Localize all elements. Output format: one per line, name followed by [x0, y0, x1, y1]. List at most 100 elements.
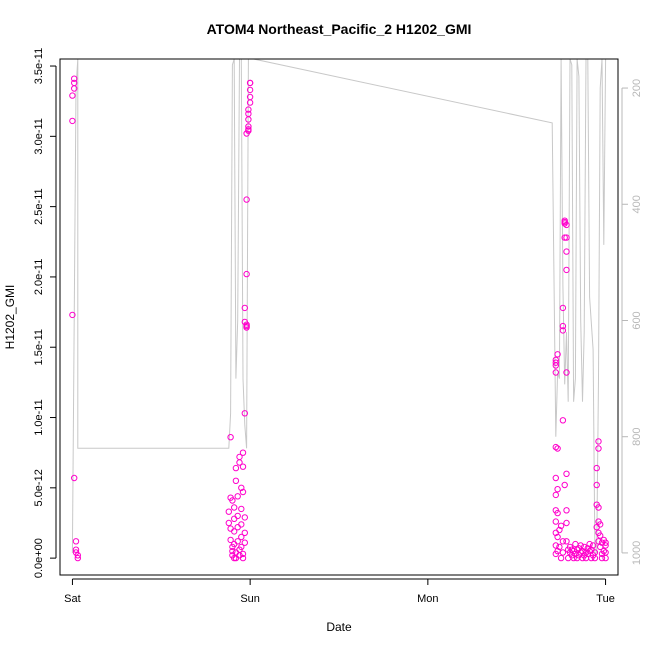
data-point: [71, 474, 78, 482]
data-point: [238, 521, 245, 528]
data-point: [591, 554, 599, 562]
data-point: [577, 542, 584, 549]
data-point: [589, 542, 597, 549]
data-point: [236, 459, 243, 466]
data-point: [234, 524, 241, 531]
y2-tick-label: 200: [631, 79, 643, 97]
data-point: [243, 321, 250, 328]
data-point: [69, 92, 76, 99]
data-point: [563, 266, 570, 274]
data-point: [74, 554, 82, 562]
data-point: [554, 445, 561, 452]
data-point: [552, 359, 559, 366]
data-point: [236, 552, 243, 559]
data-point: [554, 486, 561, 493]
y-tick-label: 2.5e-11: [33, 188, 45, 225]
data-point: [557, 554, 565, 562]
data-point: [238, 543, 245, 551]
y2-tick-label: 800: [631, 428, 643, 446]
data-point: [74, 552, 82, 559]
data-point: [598, 554, 606, 562]
data-point: [238, 484, 245, 491]
data-point: [559, 327, 567, 334]
data-point: [225, 519, 233, 527]
data-point: [239, 449, 247, 456]
plot-area: [69, 59, 609, 562]
data-point: [238, 533, 245, 541]
data-point: [238, 505, 245, 513]
data-point: [241, 304, 249, 312]
data-point: [231, 528, 238, 535]
data-point: [72, 546, 80, 553]
data-point: [554, 351, 561, 358]
data-point: [552, 474, 559, 482]
x-tick-label: Sun: [240, 593, 260, 605]
axes: Sat Sun Mon Tue 0.0e+00 5.0e-12 1.0e-11 1.5e-11…: [33, 48, 643, 605]
y2-tick-label: 600: [631, 311, 643, 329]
data-point: [559, 549, 567, 556]
data-point: [559, 417, 567, 424]
data-point: [246, 93, 254, 101]
data-point: [552, 356, 559, 364]
data-point: [563, 234, 570, 241]
data-point: [563, 470, 570, 477]
data-point: [225, 508, 233, 515]
y-tick-label: 3.5e-11: [33, 48, 45, 85]
data-point: [246, 86, 254, 94]
data-point: [552, 542, 559, 549]
data-point: [552, 369, 559, 376]
x-tick-label: Sat: [64, 593, 81, 605]
data-point: [561, 481, 568, 489]
data-point: [556, 543, 563, 551]
data-point: [554, 533, 561, 541]
x-axis-label: Date: [326, 620, 352, 634]
data-point: [246, 79, 254, 87]
data-point: [227, 434, 234, 441]
data-point: [552, 443, 559, 451]
data-point: [239, 488, 247, 496]
data-point: [243, 270, 250, 278]
data-point: [554, 509, 561, 517]
y2-tick-label: 1000: [631, 541, 643, 565]
data-point: [245, 110, 252, 118]
data-point: [552, 518, 559, 525]
x-tick-label: Mon: [417, 593, 438, 605]
data-point: [602, 539, 609, 546]
y2-tick-label: 400: [631, 195, 643, 213]
data-point: [245, 127, 252, 134]
data-point: [243, 324, 250, 331]
data-point: [227, 525, 234, 532]
data-point: [595, 445, 602, 452]
data-point: [227, 536, 234, 544]
data-point: [229, 547, 236, 555]
data-point: [581, 543, 588, 551]
data-point: [602, 542, 609, 549]
data-point: [559, 304, 567, 312]
y-axis-label: H1202_GMI: [3, 285, 17, 350]
series-1-line: [71, 59, 607, 554]
data-point: [71, 85, 78, 92]
y-tick-label: 3.0e-11: [33, 118, 45, 155]
data-point: [597, 521, 604, 528]
data-point: [245, 123, 252, 130]
data-point: [69, 311, 76, 319]
data-point: [595, 504, 602, 511]
data-point: [231, 515, 238, 522]
data-point: [593, 481, 600, 489]
data-point: [563, 507, 570, 514]
data-point: [232, 464, 240, 472]
data-point: [239, 550, 247, 558]
y-tick-label: 0.0e+00: [33, 538, 45, 578]
data-point: [602, 554, 609, 562]
data-point: [557, 522, 565, 529]
y-tick-label: 5.0e-12: [33, 469, 45, 506]
data-point: [563, 248, 570, 255]
data-point: [597, 532, 604, 539]
data-point: [241, 514, 249, 521]
data-point: [234, 493, 241, 500]
data-point: [232, 549, 240, 556]
data-point: [552, 491, 559, 499]
data-point: [593, 464, 600, 472]
data-point: [239, 554, 247, 562]
